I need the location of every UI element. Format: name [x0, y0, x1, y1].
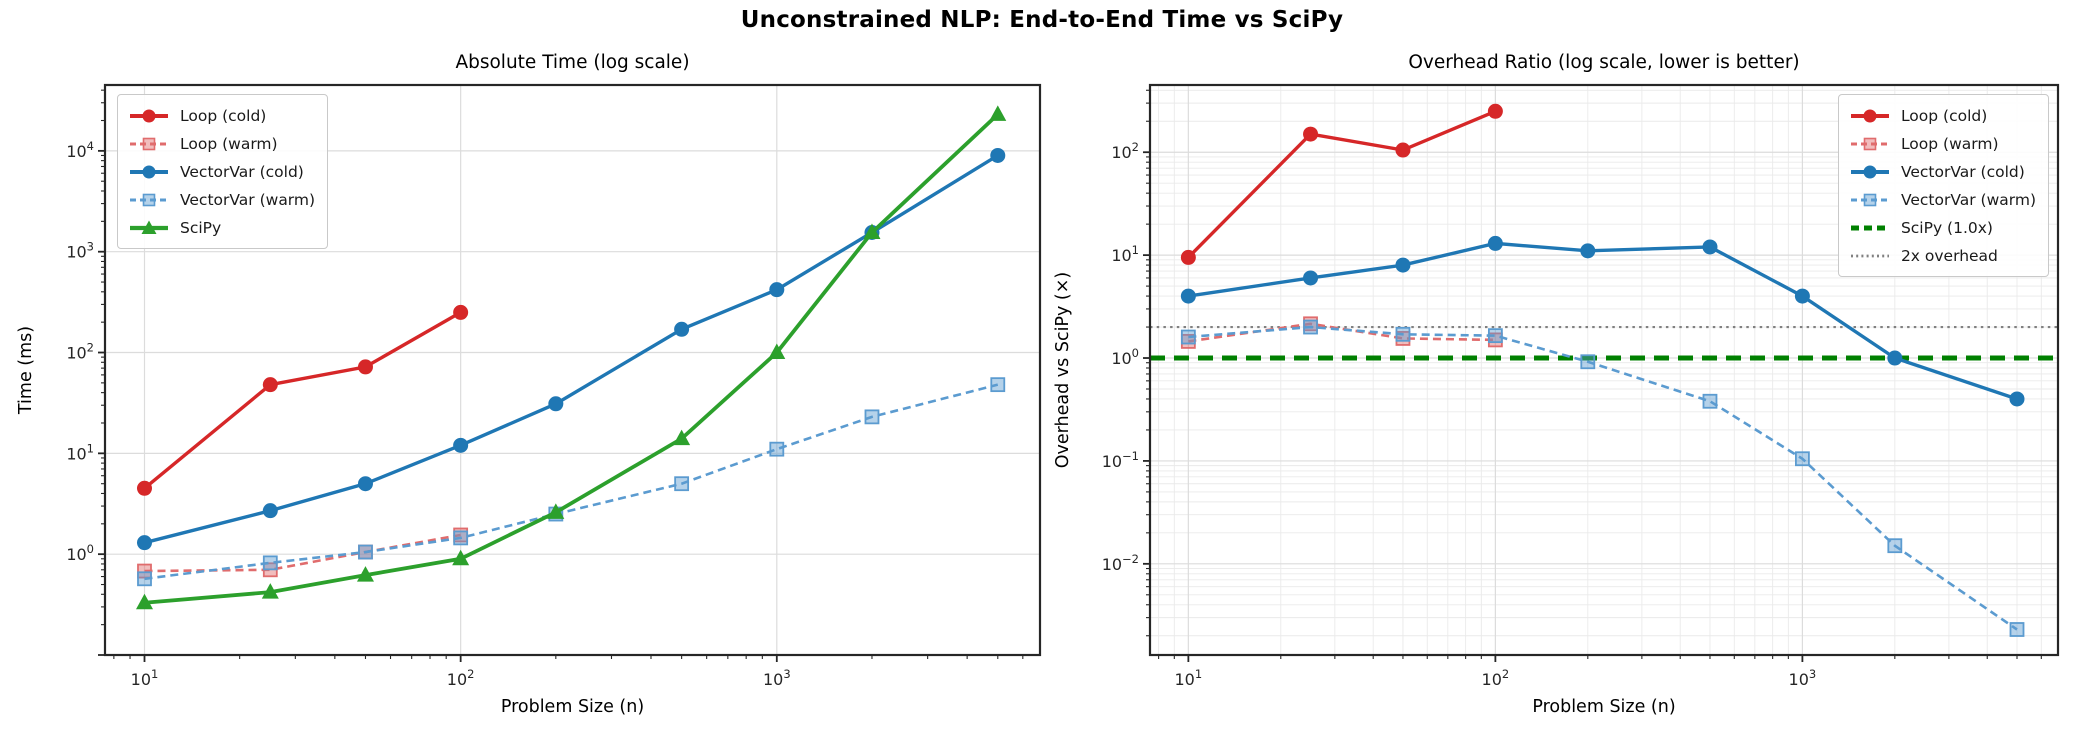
plot-title-absolute-time: Absolute Time (log scale)	[455, 52, 690, 73]
legend-item: Loop (warm)	[128, 131, 315, 156]
svg-text:103: 103	[66, 240, 94, 262]
legend-absolute-time: Loop (cold) Loop (warm) VectorVar (cold) Ve…	[117, 94, 329, 249]
legend-item-label: Loop (warm)	[1900, 134, 1999, 153]
plot-canvas-absolute-time: 101 102 103 100 101 102 103 104	[66, 83, 1042, 689]
legend-item: VectorVar (warm)	[1849, 187, 2036, 212]
svg-text:102: 102	[1111, 140, 1139, 162]
svg-text:102: 102	[447, 667, 475, 689]
legend-overhead-ratio: Loop (cold) Loop (warm) VectorVar (cold) Ve…	[1837, 94, 2049, 277]
svg-text:101: 101	[1175, 667, 1203, 689]
legend-item-label: VectorVar (cold)	[1900, 162, 2025, 181]
legend-item: Loop (warm)	[1849, 131, 2036, 156]
svg-text:100: 100	[1111, 346, 1139, 368]
svg-text:10−2: 10−2	[1102, 552, 1139, 574]
svg-text:104: 104	[66, 139, 94, 161]
svg-text:101: 101	[66, 441, 94, 463]
legend-sample-line	[1850, 109, 1889, 122]
svg-text:103: 103	[1789, 667, 1817, 689]
legend-item-label: Loop (cold)	[1900, 106, 1988, 125]
legend-sample-line	[1850, 137, 1889, 150]
legend-sample-line	[130, 220, 168, 234]
x-axis-label-problem-size: Problem Size (n)	[500, 697, 645, 717]
svg-text:103: 103	[763, 667, 791, 689]
legend-item: VectorVar (cold)	[128, 159, 315, 184]
figure-title: Unconstrained NLP: End-to-End Time vs Sc…	[740, 7, 1344, 33]
svg-text:101: 101	[1111, 243, 1139, 265]
legend-item: VectorVar (warm)	[128, 187, 315, 212]
legend-item-label: Loop (cold)	[180, 106, 267, 125]
svg-text:102: 102	[1482, 667, 1510, 689]
legend-item-label: 2x overhead	[1900, 246, 1998, 265]
legend-item-label: Loop (warm)	[180, 134, 278, 153]
legend-sample-line	[1850, 193, 1889, 206]
plot-title-overhead-ratio: Overhead Ratio (log scale, lower is bett…	[1408, 52, 1800, 73]
legend-item: SciPy	[128, 215, 315, 240]
legend-item-label: VectorVar (warm)	[1900, 190, 2036, 209]
legend-item: Loop (cold)	[1849, 103, 2036, 128]
legend-sample-line	[130, 165, 168, 178]
legend-item: VectorVar (cold)	[1849, 159, 2036, 184]
legend-item-label: VectorVar (warm)	[180, 190, 316, 209]
legend-sample-line	[130, 193, 168, 206]
legend-sample-line	[1850, 254, 1889, 257]
legend-sample-line	[1850, 165, 1889, 178]
x-axis-label-problem-size: Problem Size (n)	[1532, 697, 1676, 717]
svg-text:101: 101	[131, 667, 159, 689]
svg-text:100: 100	[66, 542, 94, 564]
legend-item: 2x overhead	[1849, 243, 2036, 268]
svg-text:10−1: 10−1	[1102, 449, 1139, 471]
plot-absolute-time: Absolute Time (log scale) Time (ms) Prob…	[16, 52, 1042, 717]
legend-item: SciPy (1.0x)	[1849, 215, 2036, 240]
legend-sample-line	[130, 137, 168, 150]
legend-sample-line	[130, 109, 168, 122]
svg-text:102: 102	[66, 341, 94, 363]
legend-item-label: SciPy	[180, 218, 222, 237]
legend-item-label: VectorVar (cold)	[180, 162, 304, 181]
plot-overhead-ratio: Overhead Ratio (log scale, lower is bett…	[1042, 0, 2084, 740]
legend-item: Loop (cold)	[128, 103, 315, 128]
legend-sample-line	[1850, 225, 1889, 230]
legend-item-label: SciPy (1.0x)	[1900, 218, 1993, 237]
